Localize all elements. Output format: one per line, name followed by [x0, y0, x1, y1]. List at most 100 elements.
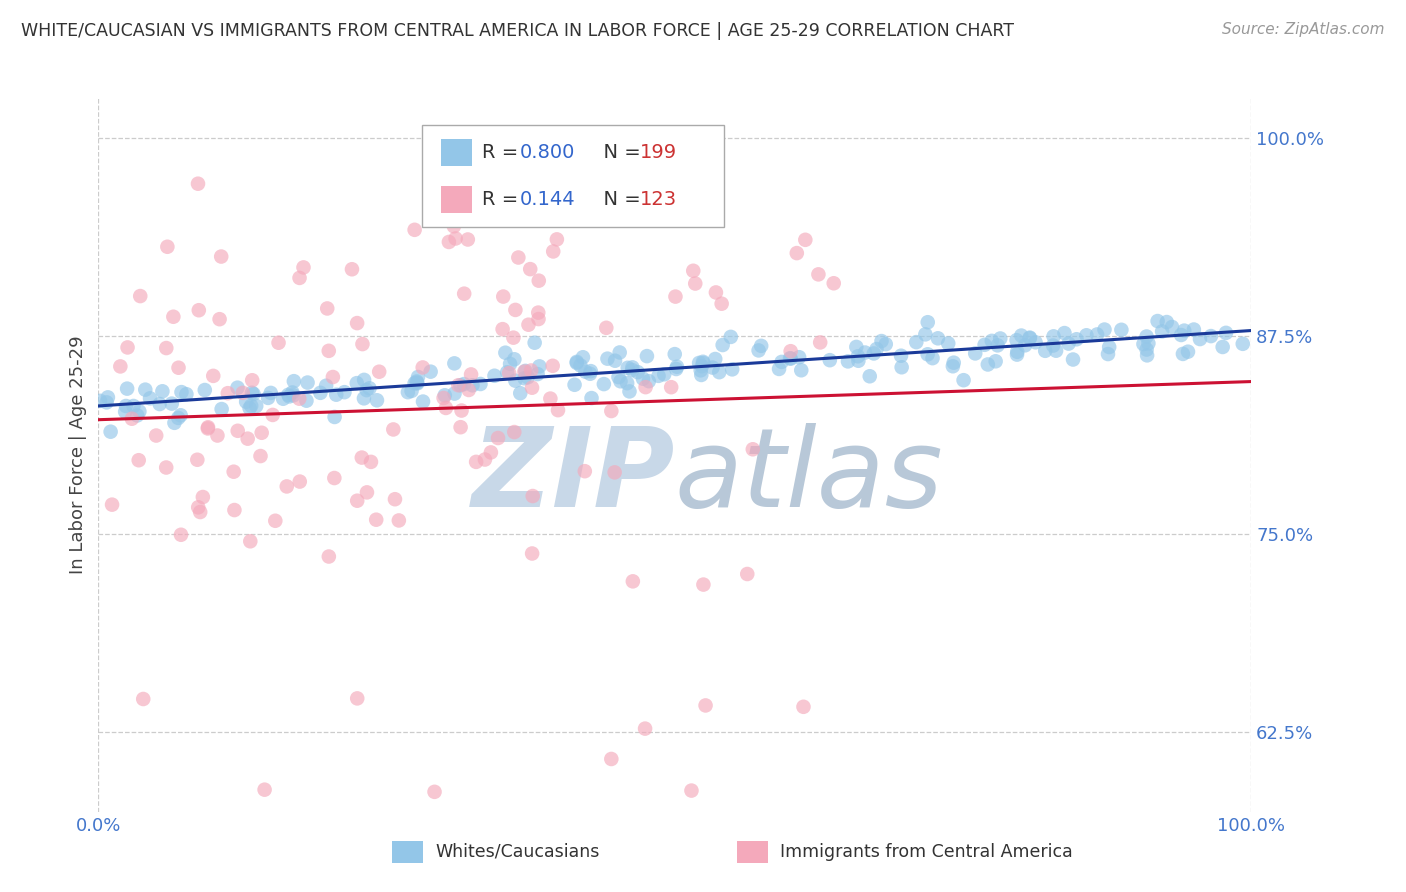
- Point: [848, 353, 870, 368]
- Point: [162, 310, 184, 324]
- Point: [621, 574, 644, 589]
- Point: [845, 340, 868, 354]
- Point: [527, 274, 550, 288]
- Point: [527, 305, 550, 319]
- Point: [382, 422, 405, 436]
- Point: [565, 355, 588, 369]
- Point: [447, 378, 470, 392]
- Point: [97, 390, 120, 404]
- Point: [1033, 343, 1056, 358]
- Point: [749, 339, 772, 353]
- Point: [170, 385, 193, 400]
- Point: [574, 464, 596, 478]
- Point: [224, 503, 246, 517]
- Point: [859, 369, 882, 384]
- Point: [240, 385, 263, 400]
- Point: [529, 359, 551, 374]
- Point: [352, 337, 374, 351]
- Point: [350, 450, 373, 465]
- Point: [457, 232, 479, 246]
- Point: [1025, 335, 1047, 350]
- Point: [631, 372, 654, 386]
- Point: [1062, 352, 1084, 367]
- Point: [988, 331, 1011, 345]
- Point: [748, 343, 770, 358]
- Point: [346, 316, 368, 330]
- Point: [541, 359, 564, 373]
- Point: [1014, 338, 1036, 352]
- Point: [1212, 340, 1234, 354]
- Point: [595, 321, 617, 335]
- Point: [139, 392, 162, 406]
- Point: [652, 368, 675, 382]
- Point: [187, 303, 209, 318]
- Point: [127, 409, 149, 423]
- Point: [404, 223, 426, 237]
- Point: [235, 394, 257, 409]
- Point: [186, 452, 208, 467]
- Point: [546, 232, 568, 246]
- Point: [384, 492, 406, 507]
- Point: [1136, 343, 1159, 357]
- Point: [779, 351, 801, 366]
- Point: [600, 404, 623, 418]
- Point: [505, 302, 527, 317]
- Point: [823, 277, 845, 291]
- Point: [226, 381, 249, 395]
- Point: [807, 268, 830, 282]
- Point: [318, 549, 340, 564]
- Point: [786, 246, 808, 260]
- Point: [433, 388, 456, 402]
- Point: [250, 425, 273, 440]
- Point: [689, 363, 711, 377]
- Point: [513, 365, 536, 379]
- Point: [1152, 325, 1174, 339]
- Point: [683, 277, 706, 291]
- Point: [132, 692, 155, 706]
- Point: [412, 360, 434, 375]
- Point: [952, 373, 974, 387]
- Point: [169, 409, 191, 423]
- Point: [1146, 314, 1168, 328]
- Point: [787, 350, 810, 364]
- Point: [846, 349, 869, 363]
- Point: [1076, 328, 1098, 343]
- Point: [260, 385, 283, 400]
- Point: [664, 347, 686, 361]
- Point: [297, 376, 319, 390]
- Point: [450, 420, 472, 434]
- Point: [636, 349, 658, 363]
- Point: [236, 432, 259, 446]
- Point: [519, 262, 541, 277]
- Point: [572, 350, 595, 364]
- Point: [574, 365, 596, 379]
- Point: [520, 547, 543, 561]
- Point: [517, 318, 540, 332]
- Text: 0.144: 0.144: [520, 190, 576, 209]
- Point: [1097, 347, 1119, 361]
- Point: [1171, 347, 1194, 361]
- Point: [1137, 336, 1160, 351]
- Point: [115, 399, 138, 413]
- Point: [226, 424, 249, 438]
- Text: 123: 123: [640, 190, 676, 209]
- Point: [267, 335, 290, 350]
- Point: [1188, 332, 1211, 346]
- Point: [404, 376, 426, 391]
- Point: [276, 479, 298, 493]
- Point: [222, 465, 245, 479]
- Point: [437, 235, 460, 249]
- Point: [704, 285, 727, 300]
- Point: [318, 343, 340, 358]
- Text: R =: R =: [482, 190, 524, 209]
- Y-axis label: In Labor Force | Age 25-29: In Labor Force | Age 25-29: [69, 335, 87, 574]
- Point: [692, 356, 714, 370]
- Point: [621, 363, 644, 377]
- Point: [340, 262, 363, 277]
- Point: [1018, 330, 1040, 344]
- Point: [973, 338, 995, 352]
- Point: [197, 421, 219, 435]
- Point: [720, 330, 742, 344]
- Point: [1005, 333, 1028, 347]
- Point: [423, 785, 446, 799]
